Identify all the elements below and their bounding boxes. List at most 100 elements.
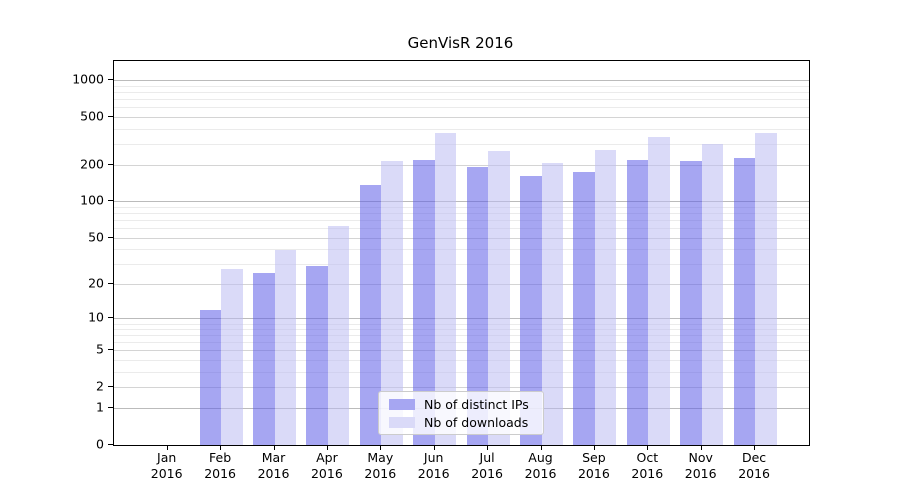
legend: Nb of distinct IPs Nb of downloads xyxy=(378,391,544,435)
x-tick-label: Jan 2016 xyxy=(150,450,183,481)
y-tick-label: 200 xyxy=(80,156,104,172)
legend-label: Nb of distinct IPs xyxy=(424,396,529,412)
gridline-major xyxy=(114,80,809,82)
bar-downloads xyxy=(488,150,510,445)
x-tick-mark xyxy=(540,445,542,450)
y-tick-mark xyxy=(108,386,113,388)
x-tick-mark xyxy=(700,445,702,450)
gridline-minor xyxy=(114,371,809,373)
y-tick-mark xyxy=(108,200,113,202)
x-tick-mark xyxy=(487,445,489,450)
gridline-minor xyxy=(114,323,809,325)
gridline-minor xyxy=(114,360,809,362)
gridline-minor xyxy=(114,213,809,215)
x-tick-mark xyxy=(433,445,435,450)
legend-label: Nb of downloads xyxy=(424,414,529,430)
gridline-major xyxy=(114,318,809,320)
gridline-major xyxy=(114,237,809,239)
bar-downloads xyxy=(755,133,777,445)
y-tick-mark xyxy=(108,236,113,238)
x-tick-mark xyxy=(220,445,222,450)
x-tick-mark xyxy=(273,445,275,450)
bar-downloads xyxy=(594,150,617,445)
y-tick-mark xyxy=(108,79,113,81)
bar-distinct-ips xyxy=(306,265,328,445)
gridline-minor xyxy=(114,86,809,87)
bar-downloads xyxy=(327,225,350,445)
x-tick-label: Jul 2016 xyxy=(471,450,503,481)
x-tick-label: Nov 2016 xyxy=(684,450,717,481)
gridline-minor xyxy=(114,92,809,94)
x-tick-label: Sep 2016 xyxy=(577,450,610,481)
gridline-major xyxy=(114,284,809,286)
gridline-minor xyxy=(114,335,809,337)
bar-downloads xyxy=(434,133,457,445)
gridline-major xyxy=(114,350,809,352)
bar-downloads xyxy=(274,250,296,445)
legend-swatch-distinct-ips xyxy=(389,398,415,410)
x-tick-mark xyxy=(593,445,595,450)
bar-downloads xyxy=(381,160,403,445)
bar-distinct-ips xyxy=(680,161,702,445)
y-tick-label: 10 xyxy=(88,309,104,325)
gridline-minor xyxy=(114,329,809,331)
x-tick-mark xyxy=(166,445,168,450)
y-tick-label: 5 xyxy=(96,341,104,357)
y-tick-mark xyxy=(108,115,113,117)
y-tick-label: 1000 xyxy=(72,71,104,87)
x-tick-mark xyxy=(754,445,756,450)
bar-downloads xyxy=(541,162,563,445)
x-tick-mark xyxy=(380,445,382,450)
y-tick-mark xyxy=(108,283,113,285)
legend-swatch-downloads xyxy=(389,416,415,428)
x-tick-label: Oct 2016 xyxy=(631,450,664,481)
gridline-major xyxy=(114,201,809,203)
y-tick-label: 1 xyxy=(96,399,104,415)
y-tick-label: 100 xyxy=(80,192,104,208)
x-tick-label: Mar 2016 xyxy=(257,450,290,481)
gridline-minor xyxy=(114,342,809,344)
gridline-minor xyxy=(114,220,809,222)
y-tick-mark xyxy=(108,407,113,409)
gridline-minor xyxy=(114,249,809,251)
x-tick-label: Aug 2016 xyxy=(524,450,557,481)
y-tick-label: 0 xyxy=(96,436,104,452)
bar-distinct-ips xyxy=(520,176,542,445)
x-tick-mark xyxy=(647,445,649,450)
gridline-minor xyxy=(114,128,809,130)
x-tick-label: Jun 2016 xyxy=(417,450,450,481)
x-tick-label: Apr 2016 xyxy=(310,450,343,481)
y-tick-mark xyxy=(108,317,113,319)
bar-downloads xyxy=(701,143,724,445)
y-tick-label: 20 xyxy=(88,275,104,291)
y-tick-mark xyxy=(108,164,113,166)
gridline-minor xyxy=(114,99,809,101)
y-tick-label: 50 xyxy=(88,229,104,245)
gridline-major xyxy=(114,165,809,167)
gridline-minor xyxy=(114,143,809,145)
gridline-major xyxy=(114,116,809,118)
x-tick-label: Dec 2016 xyxy=(738,450,770,481)
chart-title: GenVisR 2016 xyxy=(407,34,514,52)
y-tick-mark xyxy=(108,349,113,351)
bar-distinct-ips xyxy=(573,171,595,445)
x-tick-label: May 2016 xyxy=(364,450,397,481)
x-tick-label: Feb 2016 xyxy=(204,450,236,481)
bar-distinct-ips xyxy=(626,160,649,445)
y-tick-mark xyxy=(108,444,113,445)
bar-downloads xyxy=(221,269,243,445)
legend-row: Nb of downloads xyxy=(379,415,543,430)
bar-distinct-ips xyxy=(199,309,222,445)
bar-distinct-ips xyxy=(253,273,275,445)
legend-row: Nb of distinct IPs xyxy=(379,397,543,412)
gridline-major xyxy=(114,387,809,389)
bar-downloads xyxy=(648,137,670,445)
gridline-minor xyxy=(114,263,809,265)
gridline-minor xyxy=(114,107,809,109)
y-tick-label: 2 xyxy=(96,378,104,394)
x-tick-mark xyxy=(326,445,328,450)
gridline-minor xyxy=(114,206,809,208)
bar-distinct-ips xyxy=(466,167,489,445)
gridline-minor xyxy=(114,228,809,230)
